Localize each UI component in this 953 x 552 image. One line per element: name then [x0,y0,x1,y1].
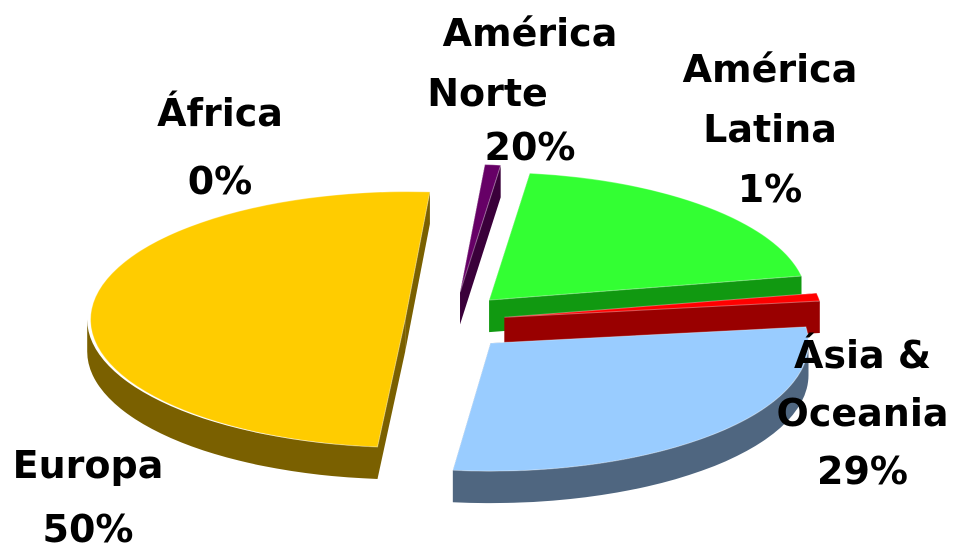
slice-africa [459,163,502,293]
label-america-norte-line2: Norte [427,71,548,115]
slice-europa-rim [87,319,378,479]
label-america-norte: América Norte 20% [405,10,655,170]
label-asia-oceania-value: 29% [817,449,908,493]
label-africa-value: 0% [187,159,253,203]
slice-europa-side-end [405,191,430,352]
label-europa-value: 50% [42,507,134,551]
label-america-latina: América Latina 1% [665,46,875,212]
label-europa: Europa 50% [8,442,168,552]
slice-america-latina-side-end [504,301,820,350]
label-africa-name: África [157,91,283,135]
slice-asia-oceania-rim [452,343,809,504]
slice-europa [90,191,431,448]
label-america-latina-line2: Latina [703,107,837,151]
label-asia-oceania: Ásia & Oceania 29% [770,332,953,494]
slice-america-latina [504,292,821,318]
label-america-norte-value: 20% [484,125,576,169]
label-asia-oceania-line1: Ásia & [793,333,932,377]
label-africa: África 0% [140,90,300,204]
label-america-latina-line1: América [682,47,858,91]
slice-africa-side-end [460,165,501,325]
label-europa-name: Europa [12,443,164,487]
slice-europa-side-start [377,319,406,479]
label-america-norte-line1: América [442,11,618,55]
slice-america-norte [488,172,803,301]
slice-asia-oceania [452,326,809,472]
label-america-latina-value: 1% [737,167,803,211]
label-asia-oceania-line2: Oceania [776,391,949,435]
